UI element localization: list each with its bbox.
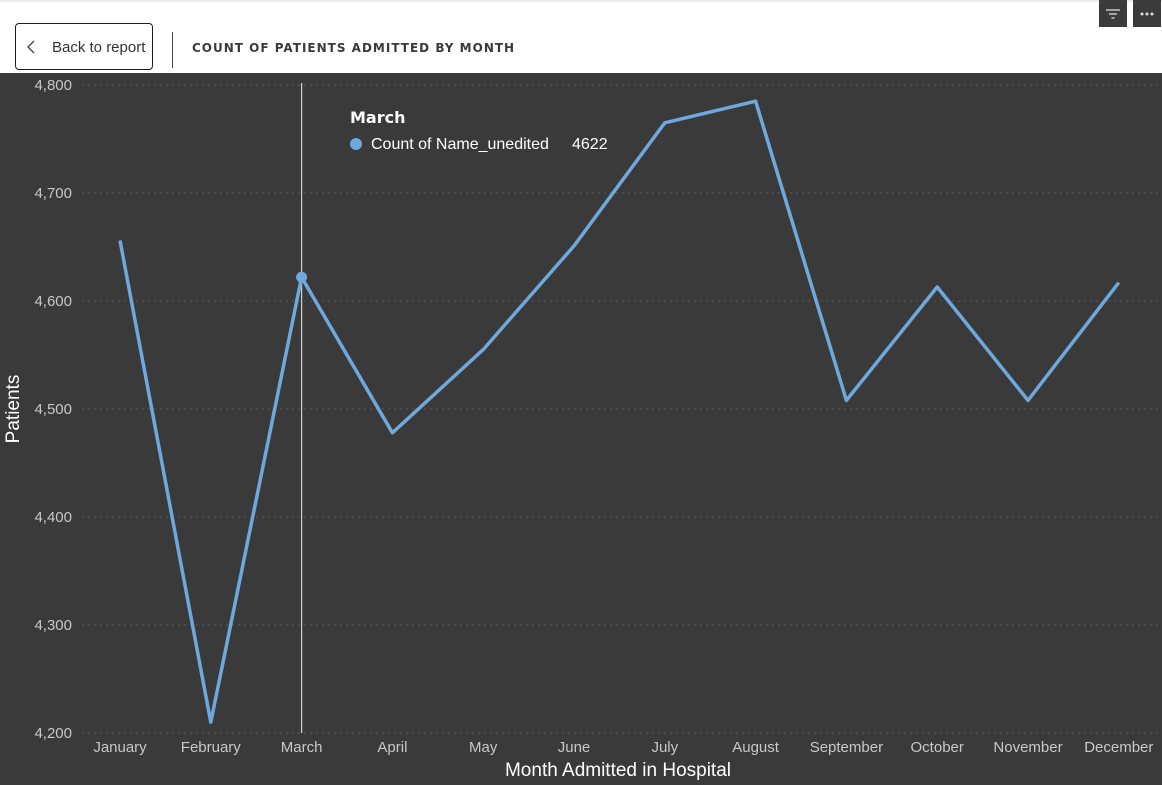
y-tick-label: 4,500 <box>34 401 72 418</box>
page-title: COUNT OF PATIENTS ADMITTED BY MONTH <box>192 41 516 55</box>
tooltip-value: 4622 <box>572 136 608 153</box>
x-tick-label: October <box>911 739 964 756</box>
y-axis-title: Patients <box>3 375 24 444</box>
y-tick-label: 4,400 <box>34 509 72 526</box>
x-tick-label: April <box>377 739 407 756</box>
x-tick-label: February <box>181 739 242 756</box>
more-options-button[interactable] <box>1133 0 1161 27</box>
tooltip-series-marker <box>350 138 362 150</box>
x-axis-title: Month Admitted in Hospital <box>505 760 731 781</box>
y-tick-label: 4,200 <box>34 725 72 742</box>
y-tick-label: 4,700 <box>34 185 72 202</box>
x-tick-label: March <box>281 739 323 756</box>
y-axis-ticks: 4,200 4,300 4,400 4,500 4,600 4,700 4,800 <box>34 77 72 742</box>
y-tick-label: 4,300 <box>34 617 72 634</box>
line-chart[interactable]: 4,200 4,300 4,400 4,500 4,600 4,700 4,800 Janu… <box>0 73 1162 785</box>
series-line[interactable] <box>118 99 1121 724</box>
header-divider <box>172 32 173 68</box>
tooltip-title: March <box>350 108 405 127</box>
filter-button[interactable] <box>1099 0 1127 27</box>
chevron-left-icon <box>27 40 35 54</box>
tooltip: March Count of Name_unedited 4622 <box>350 108 608 153</box>
x-tick-label: December <box>1084 739 1153 756</box>
tooltip-series-label: Count of Name_unedited <box>371 136 549 153</box>
x-tick-label: September <box>810 739 883 756</box>
back-to-report-label: Back to report <box>52 39 146 56</box>
header-shade <box>0 0 1162 2</box>
back-to-report-button[interactable]: Back to report <box>15 23 153 70</box>
x-tick-label: August <box>732 739 780 756</box>
x-axis-ticks: January February March April May June July Augu… <box>93 739 1153 756</box>
x-tick-label: May <box>469 739 498 756</box>
filter-icon <box>1106 8 1120 19</box>
x-tick-label: July <box>651 739 678 756</box>
y-tick-label: 4,600 <box>34 293 72 310</box>
chart-area[interactable]: 4,200 4,300 4,400 4,500 4,600 4,700 4,800 Janu… <box>0 73 1162 785</box>
report-header: Back to report COUNT OF PATIENTS ADMITTE… <box>0 0 1162 73</box>
x-tick-label: June <box>558 739 591 756</box>
y-tick-label: 4,800 <box>34 77 72 94</box>
gridlines <box>82 84 1162 734</box>
more-options-icon <box>1140 12 1154 15</box>
highlighted-data-point[interactable] <box>296 271 308 283</box>
x-tick-label: January <box>93 739 147 756</box>
x-tick-label: November <box>993 739 1062 756</box>
